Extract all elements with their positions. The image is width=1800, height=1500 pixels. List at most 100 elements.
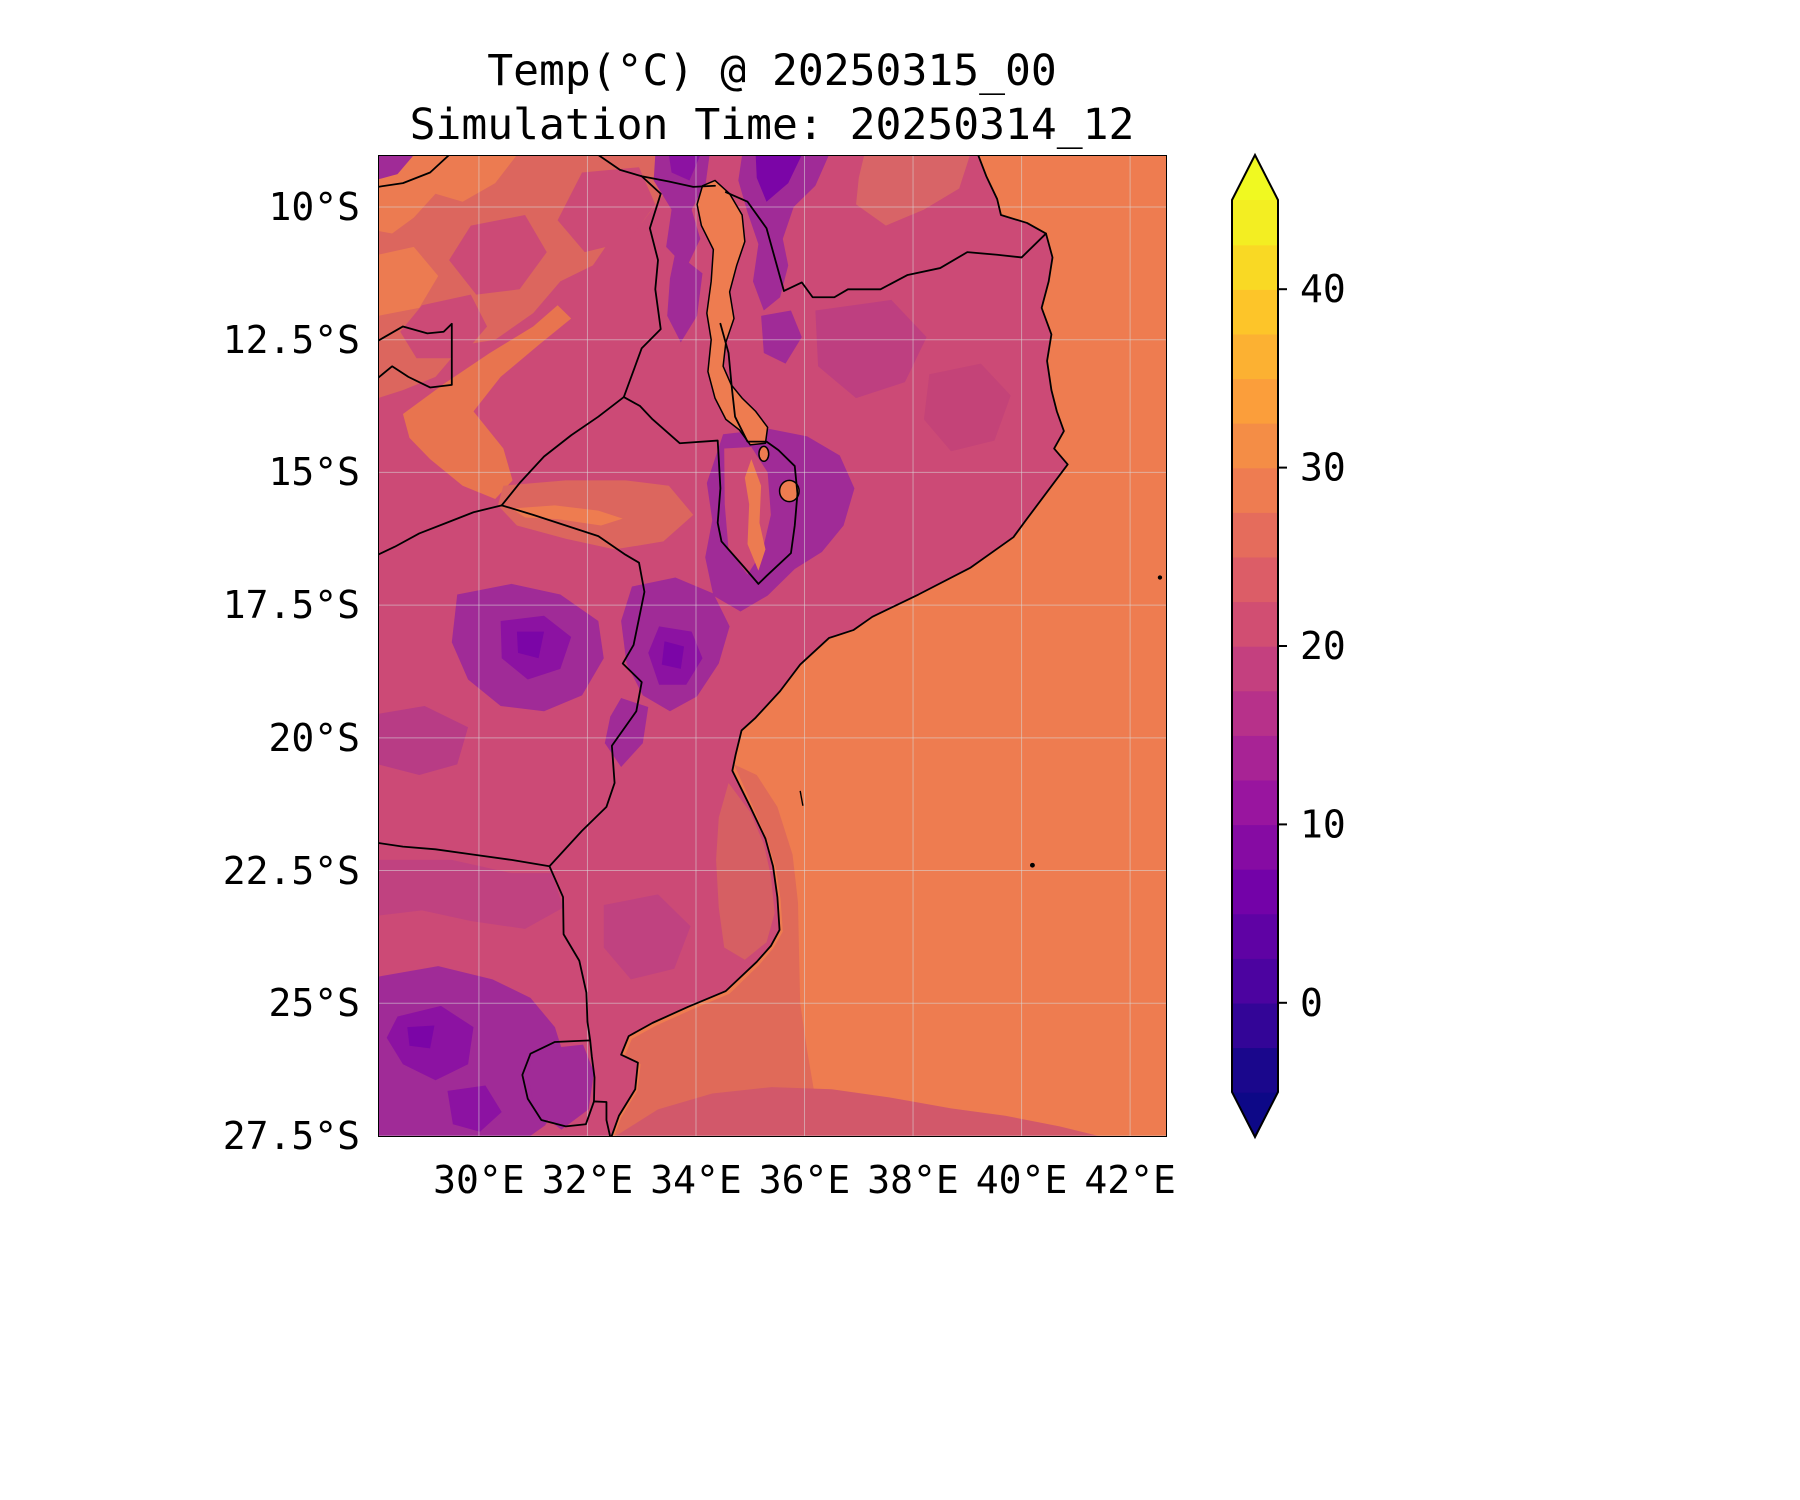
patch-nw-crimson1 — [557, 167, 656, 253]
colorbar: 0 10 20 30 40 — [1231, 152, 1346, 1140]
y-tick-label: 25°S — [268, 981, 360, 1026]
map-canvas — [378, 155, 1167, 1137]
colorbar-outline — [1231, 152, 1279, 1140]
patch-eswatini-highland — [528, 1044, 594, 1130]
lakes — [697, 180, 799, 501]
border-zm-mz — [502, 397, 624, 505]
patch-highland-east-lake-small — [761, 310, 802, 364]
colorbar-band — [1232, 556, 1278, 603]
border-tz-mw — [726, 192, 784, 291]
colorbar-over-arrow — [1232, 155, 1278, 200]
colorbar-band — [1232, 735, 1278, 781]
ocean-south-band — [614, 1087, 1103, 1137]
colorbar-band — [1232, 512, 1278, 558]
border-zm-zw — [378, 505, 502, 554]
patch-nw-orange — [378, 155, 517, 234]
colorbar-band — [1232, 423, 1278, 469]
island-dot-1 — [1029, 862, 1035, 868]
colorbar-band — [1232, 690, 1278, 736]
y-tick-label: 12.5°S — [222, 317, 360, 362]
colorbar-band — [1232, 467, 1278, 513]
border-mw-mz-lobe — [624, 324, 798, 584]
patch-nw-orange2 — [378, 246, 439, 316]
colorbar-band — [1232, 1047, 1278, 1093]
patch-cahora-bassa — [511, 505, 623, 526]
chart-subtitle: Simulation Time: 20250314_12 — [409, 100, 1135, 150]
patch-south-cool — [603, 894, 691, 980]
colorbar-tick-label: 30 — [1300, 446, 1346, 490]
y-tick-label: 17.5°S — [222, 583, 360, 628]
patch-nw-crimson3 — [400, 294, 488, 359]
border-mz-za — [549, 866, 590, 1040]
borders — [378, 155, 1068, 1137]
colorbar-tick-label: 40 — [1300, 267, 1346, 311]
patch-niassa-cool — [815, 299, 927, 399]
x-tick-label: 30°E — [433, 1158, 525, 1202]
border-zw-za — [378, 843, 549, 866]
patch-highland-east-of-lake — [738, 155, 829, 311]
patch-ne-cool — [923, 363, 1011, 452]
border-tz-mz — [784, 234, 1046, 298]
colorbar-band — [1232, 601, 1278, 647]
x-tick-label: 32°E — [541, 1158, 634, 1202]
island-bazaruto — [800, 791, 803, 806]
patch-cold-core-nw-lake — [668, 155, 701, 181]
chart-title: Temp(°C) @ 20250315_00 — [487, 46, 1057, 96]
island-dot-2 — [1157, 575, 1163, 580]
border-topleft — [378, 155, 449, 187]
colorbar-tick-label: 10 — [1300, 802, 1346, 846]
colorbar-band — [1232, 824, 1278, 870]
patch-sw-highland — [378, 966, 566, 1137]
y-tick-label: 15°S — [268, 450, 360, 495]
colorbar-band — [1232, 244, 1278, 290]
lake-chilwa — [780, 480, 800, 501]
y-tick-label: 27.5°S — [222, 1113, 360, 1158]
colorbar-band — [1232, 333, 1278, 380]
colorbar-band — [1232, 646, 1278, 692]
islands — [800, 575, 1163, 868]
patch-nw-crimson2 — [449, 214, 547, 295]
x-tick-label: 42°E — [1084, 1158, 1176, 1202]
patch-border-highland — [604, 698, 649, 768]
patch-luangwa-valley — [402, 305, 572, 499]
colorbar-band — [1232, 1002, 1278, 1049]
colorbar-tick-label: 0 — [1300, 981, 1323, 1025]
colorbar-band — [1232, 200, 1278, 246]
map-plot — [378, 155, 1167, 1137]
colorbar-band — [1232, 869, 1278, 915]
gridlines — [378, 155, 1167, 1137]
patch-central-coldest — [661, 641, 685, 669]
patch-limpopo-cool — [378, 859, 564, 929]
patch-south-coast-warm — [716, 782, 775, 960]
border-eswatini — [522, 1040, 594, 1126]
patch-cold-core-ne-lake — [755, 155, 802, 202]
border-zw-mz — [502, 505, 645, 866]
patch-sw-cold2 — [447, 1085, 502, 1132]
colorbar-band — [1232, 779, 1278, 826]
x-tick-label: 38°E — [867, 1158, 959, 1202]
patch-sw-coldest — [407, 1025, 435, 1049]
ocean-coastal-band — [614, 764, 816, 1137]
coastline — [611, 155, 1067, 1137]
y-tick-label: 22.5°S — [222, 848, 360, 893]
border-zm-mw — [624, 176, 661, 397]
border-tz-zm — [598, 155, 715, 187]
colorbar-band — [1232, 913, 1278, 959]
patch-shire-valley-warm — [744, 459, 766, 571]
patch-highland-west-of-lake2 — [667, 252, 703, 343]
colorbar-tick-label: 20 — [1300, 624, 1346, 668]
y-tick-label: 10°S — [268, 185, 360, 230]
x-tick-label: 34°E — [650, 1158, 742, 1202]
x-tick-label: 36°E — [758, 1158, 851, 1202]
patch-topleft-corner — [378, 155, 414, 180]
colorbar-band — [1232, 958, 1278, 1004]
colorbar-band — [1232, 378, 1278, 424]
patch-zw-coldest — [516, 631, 545, 659]
y-tick-label: 20°S — [268, 715, 360, 760]
x-tick-label: 40°E — [975, 1158, 1068, 1202]
border-drc-pedicle — [378, 324, 452, 388]
border-mz-za-south — [594, 1101, 610, 1137]
ocean-fill — [611, 155, 1167, 1137]
patch-west-cool — [378, 705, 469, 775]
